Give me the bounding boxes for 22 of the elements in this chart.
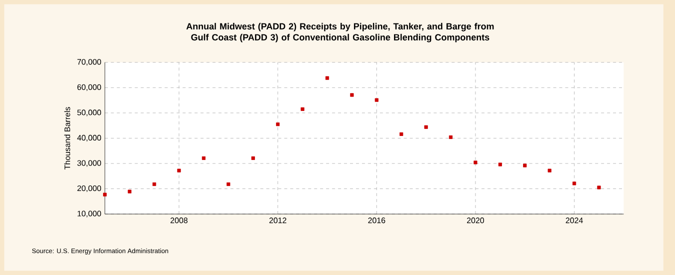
point xyxy=(325,76,330,80)
point xyxy=(177,168,181,172)
point xyxy=(152,182,156,186)
point xyxy=(548,168,552,172)
point xyxy=(572,182,576,186)
point xyxy=(202,156,206,160)
point xyxy=(226,182,230,186)
point xyxy=(374,98,378,102)
point xyxy=(474,160,478,164)
point xyxy=(448,135,453,139)
point xyxy=(251,156,255,160)
point xyxy=(276,122,280,126)
point xyxy=(350,93,354,97)
point xyxy=(597,186,601,190)
chart-title: Annual Midwest (PADD 2) Receipts by Pipeline, Tanker, and Barge from Gulf Coast (PADD 3) of Conventional Gasoline Blending Components xyxy=(186,22,494,42)
point xyxy=(103,192,107,196)
point xyxy=(128,190,132,194)
point xyxy=(424,125,428,129)
point xyxy=(300,107,304,111)
point xyxy=(523,164,527,168)
point xyxy=(498,162,502,166)
point xyxy=(400,132,404,136)
